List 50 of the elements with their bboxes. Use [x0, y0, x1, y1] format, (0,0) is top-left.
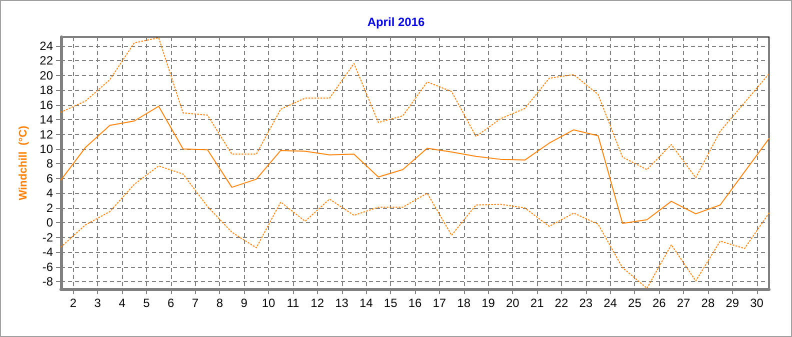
y-tick-label: 12 [40, 127, 54, 142]
x-tick-label: 12 [310, 296, 324, 310]
y-tick-label: 24 [40, 38, 54, 53]
x-tick-label: 6 [168, 296, 175, 310]
y-tick-label: -6 [42, 260, 54, 274]
y-axis-title: Windchill (°C) [17, 125, 30, 200]
x-tick-label: 25 [628, 296, 642, 310]
x-tick-label: 5 [143, 296, 150, 310]
y-tick-label: 6 [46, 171, 54, 186]
x-tick-label: 3 [94, 296, 102, 310]
chart-title: April 2016 [367, 15, 425, 29]
x-tick-label: 7 [192, 296, 199, 310]
y-tick-label: 10 [40, 142, 54, 156]
y-tick-label: 18 [40, 83, 54, 98]
y-tick-label: -4 [42, 245, 54, 260]
y-tick-label: 4 [46, 186, 54, 200]
x-tick-label: 21 [530, 296, 544, 310]
x-tick-label: 15 [384, 296, 398, 310]
x-tick-label: 2 [70, 296, 77, 310]
x-tick-label: 16 [408, 296, 422, 310]
x-tick-label: 26 [652, 296, 666, 310]
y-tick-label: 22 [40, 54, 54, 68]
x-tick-label: 18 [457, 296, 471, 310]
line-series [60, 37, 770, 178]
x-tick-label: 9 [240, 296, 248, 310]
x-tick-label: 4 [118, 296, 126, 310]
x-tick-label: 23 [579, 296, 593, 310]
y-tick-label: 0 [46, 216, 54, 230]
line-series [60, 106, 770, 224]
x-tick-label: 17 [432, 296, 446, 310]
x-tick-label: 24 [604, 296, 618, 310]
x-tick-label: 11 [286, 296, 300, 310]
x-tick-label: 30 [750, 296, 764, 310]
x-tick-label: 27 [676, 296, 691, 310]
x-tick-label: 29 [726, 296, 740, 310]
y-tick-label: 8 [46, 156, 54, 171]
x-tick-label: 28 [701, 296, 715, 310]
x-tick-label: 14 [359, 296, 374, 310]
y-tick-label: 16 [40, 98, 54, 112]
y-tick-label: 20 [40, 68, 54, 82]
y-tick-label: -2 [42, 230, 54, 244]
y-tick-label: 14 [40, 112, 54, 127]
x-tick-label: 20 [506, 296, 520, 310]
y-tick-label: 2 [46, 200, 54, 215]
x-tick-label: 22 [554, 296, 568, 310]
y-tick-label: -8 [42, 274, 54, 289]
x-tick-label: 10 [262, 296, 276, 310]
x-tick-label: 8 [216, 296, 224, 310]
x-tick-label: 19 [482, 296, 496, 310]
x-tick-label: 13 [335, 296, 349, 310]
